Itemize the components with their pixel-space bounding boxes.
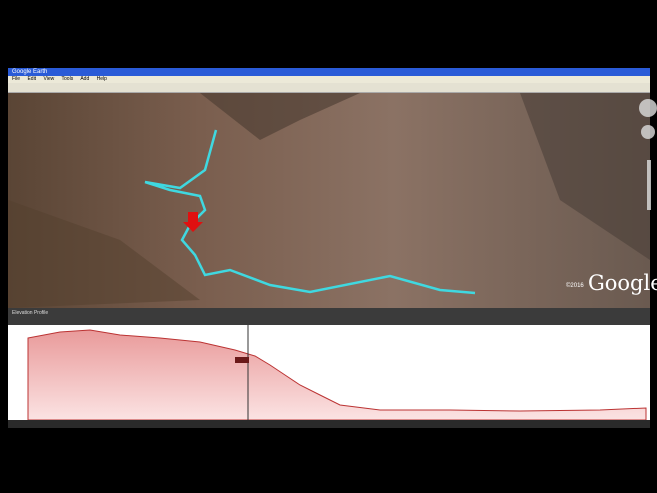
nav-look[interactable]	[641, 125, 655, 139]
menu-item[interactable]: View	[43, 76, 55, 82]
menu-item[interactable]: File	[12, 76, 21, 82]
window-title: Google Earth	[8, 68, 650, 76]
ridge	[200, 93, 360, 140]
profile-title: Elevation Profile	[12, 310, 48, 316]
menu-item[interactable]: Add	[80, 76, 90, 82]
menu-item[interactable]: Help	[96, 76, 107, 82]
position-marker	[183, 212, 203, 232]
profile-axis	[8, 420, 650, 428]
menu-bar: File Edit View Tools Add Help	[8, 76, 650, 83]
cursor-label	[235, 357, 249, 363]
gps-track	[144, 129, 476, 295]
copyright: ©2016	[566, 282, 584, 289]
google-logo: Google	[588, 271, 657, 295]
toolbar	[8, 83, 650, 93]
menu-item[interactable]: Tools	[61, 76, 74, 82]
zoom-slider[interactable]	[647, 160, 651, 210]
elevation-profile	[27, 329, 647, 421]
ridge	[8, 200, 200, 308]
profile-header	[8, 308, 650, 325]
nav-compass[interactable]	[639, 99, 657, 117]
menu-item[interactable]: Edit	[27, 76, 37, 82]
ridge	[520, 93, 650, 260]
